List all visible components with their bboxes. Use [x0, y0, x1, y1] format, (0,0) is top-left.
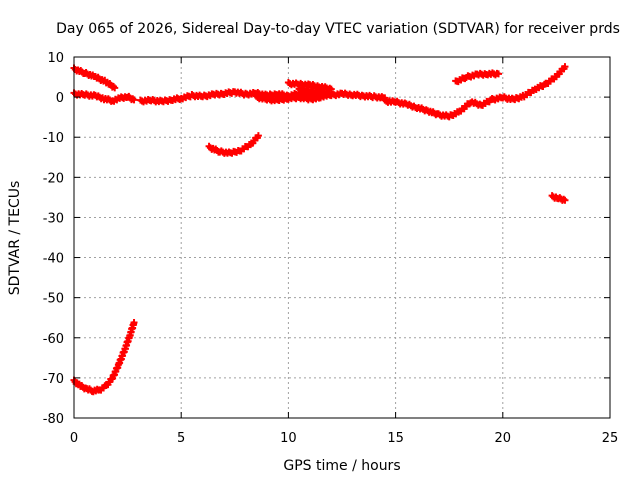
plot-frame — [73, 56, 611, 419]
data-point — [495, 70, 503, 78]
data-point — [561, 196, 569, 204]
y-tick-label: -30 — [43, 211, 64, 226]
x-axis-label: GPS time / hours — [283, 458, 400, 474]
data-point — [561, 63, 569, 71]
y-tick-label: -40 — [43, 252, 64, 267]
data-point — [129, 95, 137, 103]
x-tick-label: 5 — [177, 431, 185, 446]
x-tick-label: 25 — [602, 431, 619, 446]
series-arc-4 — [252, 92, 325, 105]
y-tick-label: -70 — [43, 372, 64, 387]
x-tick-label: 10 — [280, 431, 297, 446]
data-point — [130, 96, 138, 104]
series-arc-8 — [381, 63, 569, 121]
y-tick-label: -20 — [43, 171, 64, 186]
series-arc-11 — [548, 192, 569, 204]
series-arc-12 — [70, 319, 138, 396]
y-tick-label: 10 — [47, 51, 64, 66]
axes: 0 5 10 15 20 25 -80 -70 -60 -50 -40 -30 -20 -10 0 10 — [43, 51, 619, 446]
data-point — [327, 85, 335, 93]
y-tick-label: -50 — [43, 292, 64, 307]
x-tick-label: 0 — [70, 431, 78, 446]
y-tick-label: 0 — [56, 91, 64, 106]
series-arc-10 — [205, 132, 262, 157]
chart-title: Day 065 of 2026, Sidereal Day-to-day VTE… — [56, 21, 620, 37]
y-tick-label: -60 — [43, 332, 64, 347]
series-arc-7 — [317, 89, 389, 102]
y-axis-label: SDTVAR / TECUs — [7, 181, 23, 296]
x-tick-label: 20 — [495, 431, 512, 446]
data-series — [70, 63, 569, 396]
x-tick-label: 15 — [387, 431, 404, 446]
series-arc-9 — [452, 69, 503, 86]
data-point — [254, 132, 262, 140]
y-tick-label: -80 — [43, 412, 64, 427]
data-point — [111, 84, 119, 92]
series-arc-2 — [70, 89, 138, 105]
series-arc-1 — [70, 64, 119, 92]
data-point — [130, 319, 138, 327]
y-tick-label: -10 — [43, 131, 64, 146]
